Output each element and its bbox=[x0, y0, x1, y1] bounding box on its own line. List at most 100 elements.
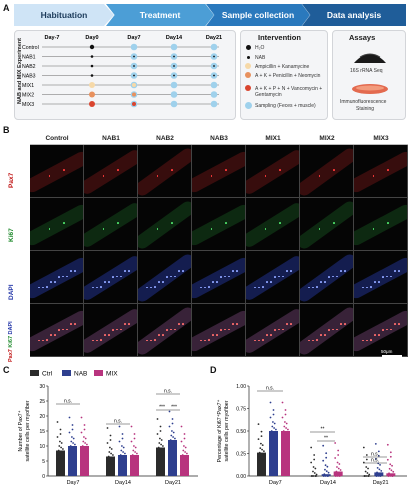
data-point bbox=[171, 418, 174, 420]
data-point bbox=[322, 444, 325, 447]
data-point bbox=[322, 475, 325, 477]
nucleus bbox=[386, 275, 388, 278]
nucleus bbox=[166, 328, 168, 331]
legend-label: NAB bbox=[74, 371, 87, 378]
nucleus bbox=[112, 328, 114, 331]
legend-swatch-ctrl bbox=[30, 370, 39, 376]
data-point bbox=[365, 466, 368, 468]
data-point bbox=[83, 424, 86, 426]
data-point bbox=[376, 471, 378, 474]
nucleus bbox=[58, 328, 60, 331]
data-point bbox=[180, 440, 183, 443]
nucleus bbox=[66, 275, 68, 278]
micrograph-cell bbox=[192, 145, 246, 198]
y-tick-label: 30 bbox=[39, 384, 45, 390]
row-label-ki67: Ki67 bbox=[8, 228, 15, 242]
legend-label: Ctrl bbox=[42, 371, 53, 378]
data-point bbox=[274, 437, 277, 440]
data-point bbox=[271, 425, 274, 428]
data-point bbox=[83, 428, 86, 431]
data-point bbox=[376, 467, 379, 469]
nucleus bbox=[104, 281, 106, 283]
nucleus bbox=[278, 275, 280, 278]
nucleus bbox=[324, 281, 326, 283]
data-point bbox=[81, 454, 83, 456]
data-point bbox=[57, 454, 59, 456]
micrograph-cell bbox=[138, 198, 192, 251]
bar-nab bbox=[269, 431, 278, 476]
micrograph-cell bbox=[354, 198, 408, 251]
group-label: MIX2 bbox=[22, 93, 34, 99]
nucleus bbox=[112, 275, 114, 278]
myofiber bbox=[84, 253, 137, 303]
nucleus bbox=[228, 328, 230, 331]
data-point bbox=[284, 436, 286, 438]
data-point bbox=[71, 451, 73, 453]
assays-title: Assays bbox=[349, 33, 376, 42]
column-header: MIX1 bbox=[246, 132, 300, 145]
nucleus bbox=[116, 275, 118, 278]
data-point bbox=[184, 446, 187, 449]
data-point bbox=[337, 449, 340, 452]
legend-swatch bbox=[246, 55, 250, 59]
data-point bbox=[181, 454, 184, 456]
nucleus bbox=[372, 228, 375, 230]
assays-box bbox=[332, 30, 406, 120]
nucleus bbox=[258, 286, 260, 289]
nucleus bbox=[228, 275, 230, 278]
data-point bbox=[270, 439, 272, 441]
micrograph-cell bbox=[300, 198, 354, 251]
nucleus bbox=[232, 323, 234, 325]
myofiber bbox=[354, 255, 407, 301]
nucleus bbox=[362, 286, 364, 289]
data-point bbox=[258, 456, 260, 458]
nucleus bbox=[324, 334, 326, 336]
data-point bbox=[272, 413, 275, 416]
data-point bbox=[59, 433, 62, 435]
day-label: Day14 bbox=[166, 35, 183, 41]
data-point bbox=[336, 461, 339, 464]
nab-marker bbox=[213, 65, 215, 67]
data-point bbox=[324, 468, 326, 471]
timeline-box bbox=[14, 30, 236, 120]
data-point bbox=[258, 451, 261, 454]
legend-label: H₂O bbox=[255, 45, 265, 51]
nucleus bbox=[320, 281, 322, 283]
data-point bbox=[112, 454, 114, 456]
data-point bbox=[185, 461, 188, 464]
data-point bbox=[260, 442, 262, 445]
bar-mix bbox=[333, 471, 343, 476]
nucleus bbox=[274, 328, 276, 331]
y-tick-label: 5 bbox=[42, 459, 45, 465]
myofiber bbox=[246, 200, 299, 250]
bar-mix bbox=[80, 446, 89, 476]
significance-label: n.s. bbox=[64, 399, 72, 405]
sampling-marker bbox=[170, 91, 178, 98]
data-point bbox=[322, 459, 325, 462]
data-point bbox=[82, 440, 85, 443]
data-point bbox=[284, 421, 286, 423]
data-point bbox=[366, 472, 369, 474]
data-point bbox=[378, 468, 381, 471]
data-point bbox=[310, 461, 313, 464]
data-point bbox=[285, 422, 288, 425]
nucleus bbox=[366, 286, 368, 289]
myofiber bbox=[138, 251, 191, 303]
data-point bbox=[174, 437, 176, 440]
data-point bbox=[337, 454, 340, 456]
nucleus bbox=[200, 339, 202, 342]
myofiber bbox=[354, 202, 407, 248]
nucleus bbox=[100, 339, 102, 342]
data-point bbox=[81, 445, 84, 447]
data-point bbox=[111, 463, 114, 465]
data-point bbox=[386, 458, 389, 461]
scale-bar-label: 50μm bbox=[381, 349, 393, 354]
data-point bbox=[310, 446, 313, 449]
data-point bbox=[81, 449, 83, 452]
nucleus bbox=[270, 334, 272, 336]
y-tick-label: 10 bbox=[39, 444, 45, 450]
nucleus bbox=[394, 270, 396, 272]
micrograph-cell bbox=[246, 198, 300, 251]
legend-swatch-mix bbox=[94, 370, 103, 376]
stage-treatment: Treatment bbox=[106, 4, 214, 26]
